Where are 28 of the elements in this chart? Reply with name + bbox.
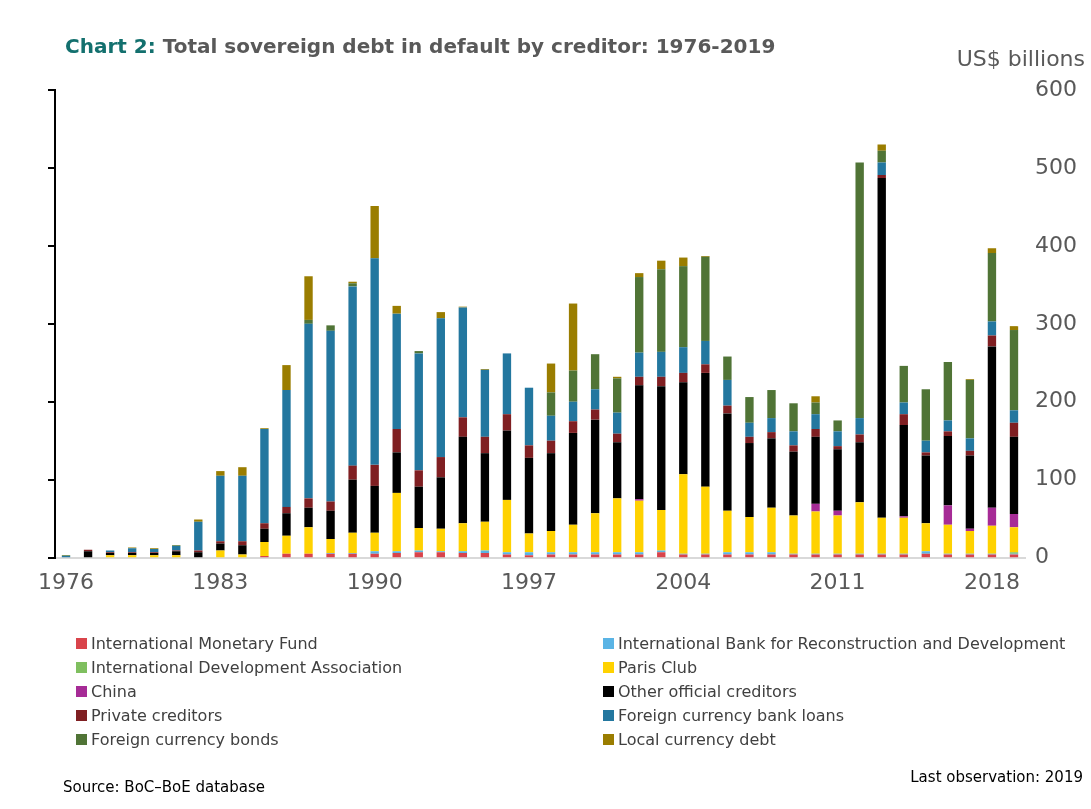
chart-title: Chart 2: Total sovereign debt in default by creditor: 1976-2019: [65, 34, 776, 58]
x-tick-label: 2011: [809, 568, 866, 594]
legend-label: Other official creditors: [618, 682, 797, 701]
legend-label: Local currency debt: [618, 730, 776, 749]
legend-label: International Bank for Reconstruction and Development: [618, 634, 1066, 653]
y-tick-label: 400: [1035, 231, 1078, 257]
x-tick-label: 2018: [963, 568, 1020, 594]
y-axis-title: US$ billions: [956, 46, 1085, 71]
x-tick-label: 1983: [192, 568, 249, 594]
source-note: Source: BoC–BoE database: [63, 778, 266, 796]
x-tick-label: 1990: [346, 568, 403, 594]
y-tick-label: 100: [1035, 465, 1078, 491]
y-tick-label: 0: [1035, 543, 1050, 569]
legend-label: Private creditors: [91, 706, 223, 725]
legend-label: International Monetary Fund: [91, 634, 318, 653]
x-tick-label: 1997: [500, 568, 557, 594]
legend-label: Paris Club: [618, 658, 698, 677]
legend-label: International Development Association: [91, 658, 403, 677]
y-tick-label: 200: [1035, 387, 1078, 413]
legend-label: China: [91, 682, 137, 701]
text: Last observation: 2019: [910, 768, 1083, 786]
y-tick-label: 500: [1035, 153, 1078, 179]
x-tick-label: 2004: [655, 568, 712, 594]
legend-label: Foreign currency bonds: [91, 730, 279, 749]
y-tick-label: 600: [1035, 75, 1078, 101]
y-tick-label: 300: [1035, 309, 1078, 335]
legend-label: Foreign currency bank loans: [618, 706, 845, 725]
x-tick-label: 1976: [38, 568, 95, 594]
